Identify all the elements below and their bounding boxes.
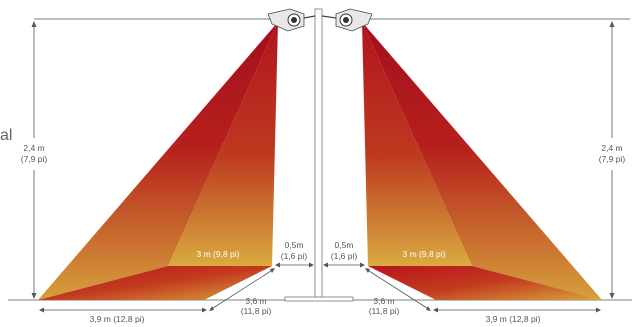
arrow-left-icon <box>275 262 280 268</box>
left-base-width-dimension: 3,9 m (12,8 pi) <box>39 307 207 324</box>
left-base-width-label: 3,9 m (12,8 pi) <box>90 314 145 324</box>
arrow-right-icon <box>309 262 314 268</box>
left-heat-floor <box>38 266 272 300</box>
left-heat-outer-face <box>38 22 278 300</box>
left-offset-imperial: (1,6 pi) <box>281 251 308 261</box>
heater-pole <box>284 8 354 302</box>
left-offset-metric: 0,5m <box>285 240 304 250</box>
arrow-down-left-icon <box>209 306 214 311</box>
heater-head-right <box>321 8 373 32</box>
left-height-imperial: (7,9 pi) <box>21 154 48 164</box>
left-depth-dimension: 3,6 m (11,8 pi) <box>209 268 275 316</box>
edge-text-fragment: al <box>0 127 12 144</box>
arrow-left-icon <box>323 262 328 268</box>
arrow-up-left-icon <box>365 268 370 273</box>
right-height-imperial: (7,9 pi) <box>599 154 626 164</box>
left-heat-zone <box>38 22 278 300</box>
right-offset-metric: 0,5m <box>335 240 354 250</box>
right-depth-dimension: 3,6 m (11,8 pi) <box>365 268 431 316</box>
right-inner-width-label: 3 m (9,8 pi) <box>403 249 446 259</box>
right-offset-imperial: (1,6 pi) <box>331 251 358 261</box>
arrow-down-icon <box>609 293 615 299</box>
arrow-up-icon <box>31 21 37 27</box>
arrow-right-icon <box>596 307 601 313</box>
left-offset-dimension: 0,5m (1,6 pi) <box>275 240 314 268</box>
arrow-up-icon <box>609 21 615 27</box>
left-depth-metric: 3,6 m <box>245 296 266 306</box>
pole-shaft <box>314 8 323 299</box>
arrow-left-icon <box>433 307 438 313</box>
arrow-right-icon <box>360 262 365 268</box>
left-height-dimension: 2,4 m (7,9 pi) <box>21 21 48 299</box>
right-heat-zone <box>362 22 602 300</box>
arrow-down-right-icon <box>426 306 431 311</box>
left-depth-imperial: (11,8 pi) <box>241 306 272 316</box>
right-base-width-dimension: 3,9 m (12,8 pi) <box>433 307 601 324</box>
arrow-right-icon <box>202 307 207 313</box>
right-depth-metric: 3,6 m <box>373 296 394 306</box>
pole-base <box>284 296 354 302</box>
right-height-dimension: 2,4 m (7,9 pi) <box>599 21 626 299</box>
right-depth-imperial: (11,8 pi) <box>369 306 400 316</box>
arrow-up-right-icon <box>270 268 275 273</box>
right-heat-inner-face <box>362 22 472 266</box>
left-heat-inner-face <box>168 22 278 266</box>
heater-head-left <box>267 8 316 32</box>
right-height-metric: 2,4 m <box>601 143 622 153</box>
right-base-width-label: 3,9 m (12,8 pi) <box>486 314 541 324</box>
arrow-down-icon <box>31 293 37 299</box>
right-offset-dimension: 0,5m (1,6 pi) <box>323 240 365 268</box>
left-height-metric: 2,4 m <box>23 143 44 153</box>
right-heat-outer-face <box>362 22 602 300</box>
left-inner-width-label: 3 m (9,8 pi) <box>197 249 240 259</box>
right-heat-floor <box>368 266 602 300</box>
arrow-left-icon <box>39 307 44 313</box>
